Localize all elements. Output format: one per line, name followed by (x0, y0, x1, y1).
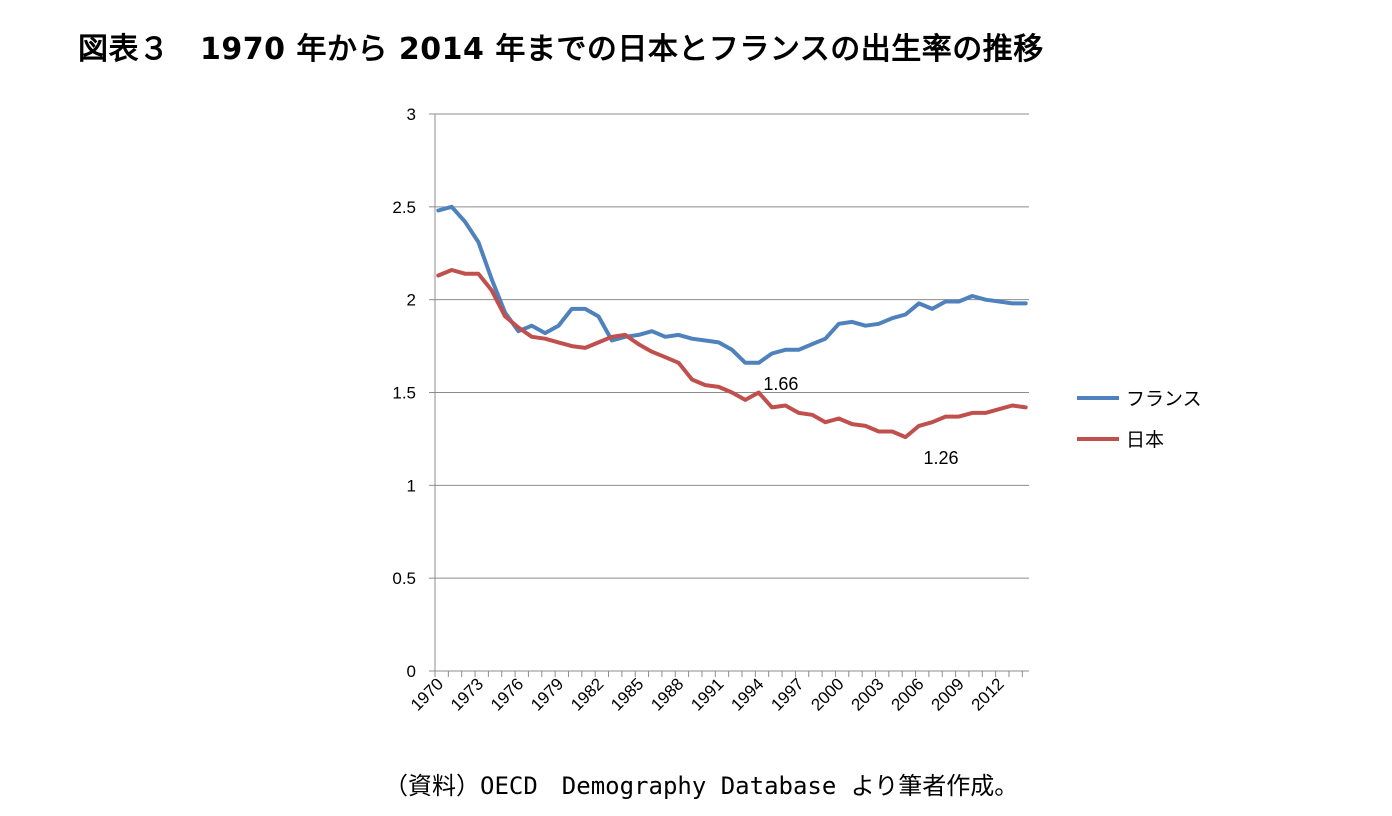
data-label: 1.26 (924, 448, 959, 468)
source-note: （資料）OECD Demography Database より筆者作成。 (384, 772, 1019, 800)
x-tick-label: 2006 (888, 674, 928, 714)
series-line-japan (436, 268, 1028, 440)
x-tick-label: 2000 (807, 674, 847, 714)
x-axis-ticks: 1970 1973 1976 1979 1982 1985 1988 1991 1994 1997… (407, 674, 1008, 714)
legend-label: 日本 (1126, 429, 1164, 451)
y-axis-ticks: 0 0.5 1 1.5 2 2.5 3 (392, 105, 416, 681)
series-line-france (436, 204, 1028, 365)
x-tick-label: 1994 (727, 674, 767, 714)
y-tick-label: 1.5 (392, 384, 416, 403)
x-tick-label: 1979 (527, 674, 567, 714)
x-tick-label: 1997 (767, 674, 807, 714)
x-tick-label: 2009 (928, 674, 968, 714)
gridlines (435, 113, 1029, 579)
y-tick-label: 0 (407, 662, 416, 681)
x-tick-label: 2012 (968, 674, 1008, 714)
x-tick-label: 1985 (607, 674, 647, 714)
series-lines (436, 204, 1028, 440)
x-tick-label: 2003 (847, 674, 887, 714)
axes (429, 113, 1029, 677)
y-tick-label: 2 (407, 291, 416, 310)
annotations: 1.66 1.26 (763, 374, 958, 468)
x-tick-label: 1976 (487, 674, 527, 714)
data-label: 1.66 (763, 374, 798, 394)
x-tick-label: 1988 (647, 674, 687, 714)
y-tick-label: 2.5 (392, 198, 416, 217)
x-tick-label: 1991 (687, 674, 727, 714)
x-tick-label: 1982 (567, 674, 607, 714)
x-tick-label: 1973 (447, 674, 487, 714)
legend-label: フランス (1126, 388, 1202, 410)
y-tick-label: 3 (407, 105, 416, 124)
chart-title: 図表３ 1970 年から 2014 年までの日本とフランスの出生率の推移 (78, 32, 1044, 67)
y-tick-label: 0.5 (392, 569, 416, 588)
y-tick-label: 1 (407, 476, 416, 495)
